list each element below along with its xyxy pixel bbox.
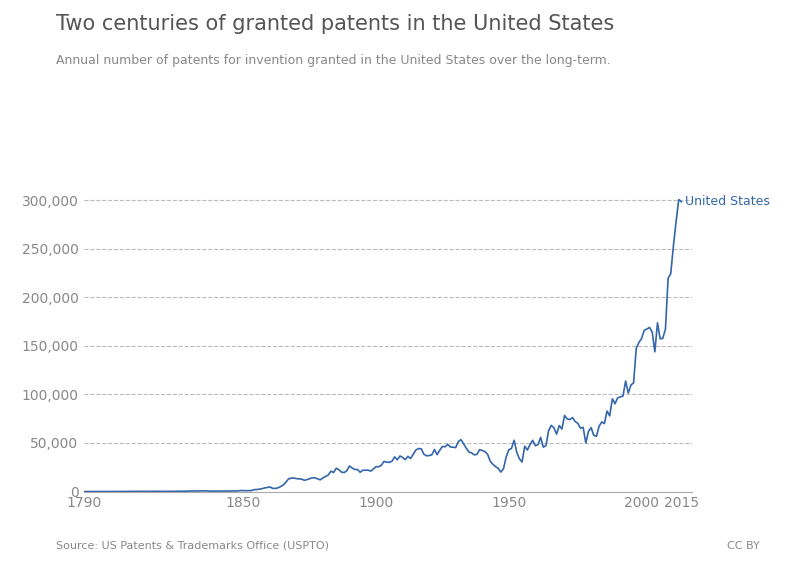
Text: Source: US Patents & Trademarks Office (USPTO): Source: US Patents & Trademarks Office (… — [56, 541, 329, 551]
Text: United States: United States — [686, 195, 770, 208]
Text: Two centuries of granted patents in the United States: Two centuries of granted patents in the … — [56, 14, 614, 34]
Text: Annual number of patents for invention granted in the United States over the lon: Annual number of patents for invention g… — [56, 54, 610, 67]
Text: CC BY: CC BY — [727, 541, 760, 551]
